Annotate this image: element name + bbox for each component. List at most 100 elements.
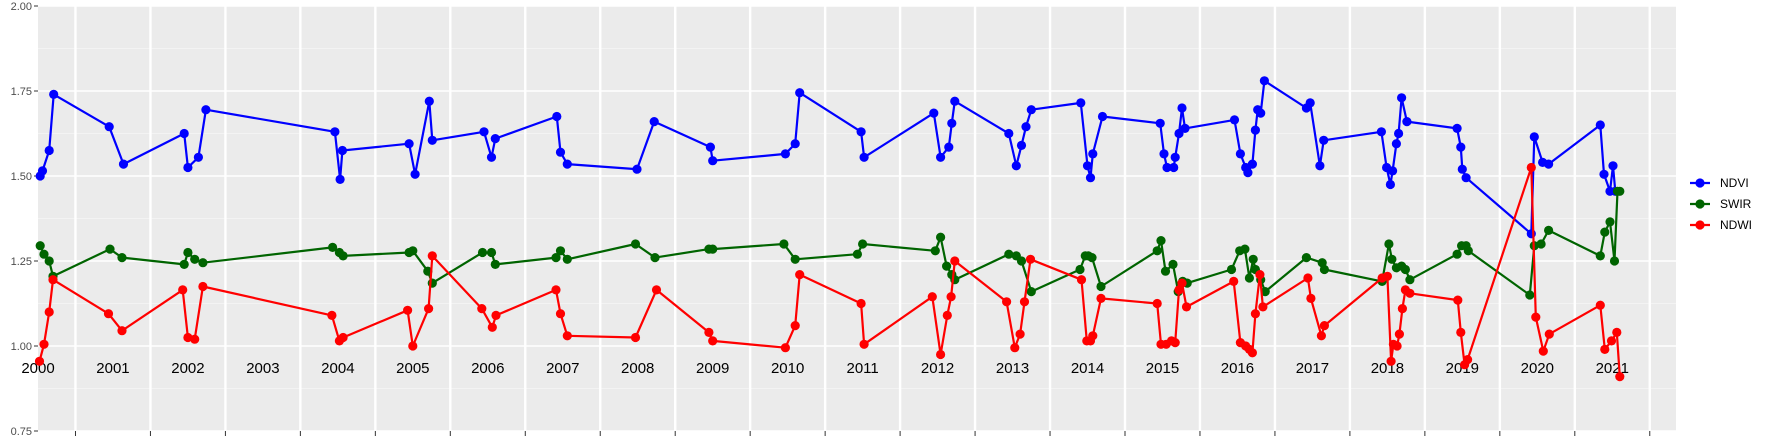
data-point (650, 253, 660, 263)
data-point (1319, 135, 1329, 145)
data-point (1002, 297, 1012, 307)
legend-key-point (1695, 199, 1705, 209)
year-label: 2017 (1296, 360, 1329, 377)
data-point (1612, 327, 1622, 337)
data-point (1394, 128, 1404, 139)
data-point (424, 96, 434, 106)
legend-item-ndvi: NDVI (1690, 176, 1749, 190)
data-point (1087, 253, 1097, 263)
data-point (562, 159, 572, 169)
data-point (48, 275, 58, 285)
year-label: 2013 (996, 360, 1029, 377)
data-point (1259, 76, 1269, 86)
legend-key-point (1695, 220, 1705, 230)
data-point (1605, 217, 1615, 227)
data-point (555, 147, 566, 157)
data-point (1255, 270, 1265, 280)
data-point (44, 256, 54, 266)
data-point (1076, 98, 1086, 108)
data-point (1010, 343, 1020, 353)
year-separators (74, 6, 1651, 431)
data-point (1155, 118, 1165, 128)
data-point (649, 117, 659, 127)
year-label: 2014 (1071, 360, 1104, 377)
year-label: 2004 (321, 360, 354, 377)
data-point (1457, 164, 1467, 174)
data-point (795, 88, 805, 98)
data-point (1456, 142, 1466, 152)
data-point (1019, 297, 1030, 307)
data-point (408, 341, 418, 351)
data-point (936, 232, 946, 242)
data-point (946, 292, 956, 302)
data-point (1382, 271, 1392, 281)
legend-label: NDVI (1720, 176, 1749, 190)
data-point (479, 127, 489, 137)
data-point (1235, 149, 1245, 159)
data-point (44, 307, 54, 317)
data-point (1170, 338, 1180, 348)
data-point (1402, 117, 1412, 127)
year-label: 2015 (1146, 360, 1179, 377)
data-point (936, 349, 946, 360)
data-point (486, 247, 497, 258)
data-point (1174, 128, 1184, 139)
data-point (1247, 159, 1257, 169)
data-point (562, 254, 572, 264)
data-point (1004, 249, 1014, 259)
data-point (338, 332, 348, 343)
legend-item-ndwi: NDWI (1690, 218, 1752, 232)
data-point (1452, 249, 1462, 259)
data-point (950, 256, 960, 266)
data-point (1600, 227, 1610, 237)
data-point (403, 305, 413, 315)
data-point (44, 145, 54, 156)
year-label: 2001 (96, 360, 129, 377)
data-point (1600, 344, 1610, 354)
y-tick-label: 1.50 (11, 171, 32, 183)
y-tick-label: 2.00 (11, 1, 32, 13)
data-point (856, 298, 866, 309)
data-point (1004, 128, 1014, 139)
data-point (1026, 105, 1036, 115)
data-point (1606, 336, 1617, 346)
data-point (1385, 179, 1395, 190)
data-point (49, 89, 59, 99)
data-point (552, 111, 562, 122)
data-point (630, 332, 641, 343)
data-point (179, 128, 189, 139)
data-point (1595, 300, 1605, 310)
year-label: 2011 (846, 360, 878, 377)
data-point (35, 241, 45, 251)
data-point (858, 239, 868, 249)
data-point (942, 261, 952, 271)
data-point (1536, 239, 1546, 249)
year-label: 2012 (921, 360, 954, 377)
data-point (1595, 251, 1605, 261)
data-point (490, 259, 500, 269)
data-point (950, 96, 960, 106)
y-tick-label: 1.25 (11, 256, 32, 268)
data-point (330, 127, 340, 137)
data-point (1526, 162, 1536, 173)
data-point (1015, 329, 1025, 339)
data-point (39, 339, 49, 349)
year-label: 2016 (1221, 360, 1254, 377)
data-point (410, 169, 420, 179)
data-point (790, 254, 800, 264)
data-point (103, 309, 114, 319)
data-point (708, 244, 718, 254)
data-point (1305, 98, 1315, 108)
legend-label: NDWI (1720, 218, 1752, 232)
data-point (34, 356, 45, 366)
year-label: 2005 (396, 360, 429, 377)
data-point (555, 309, 566, 319)
data-point (1076, 275, 1087, 285)
data-point (1397, 93, 1407, 103)
data-point (39, 249, 49, 259)
data-point (486, 152, 497, 162)
data-point (328, 242, 338, 252)
series-ndvi (35, 76, 1620, 239)
data-point (1301, 253, 1311, 263)
